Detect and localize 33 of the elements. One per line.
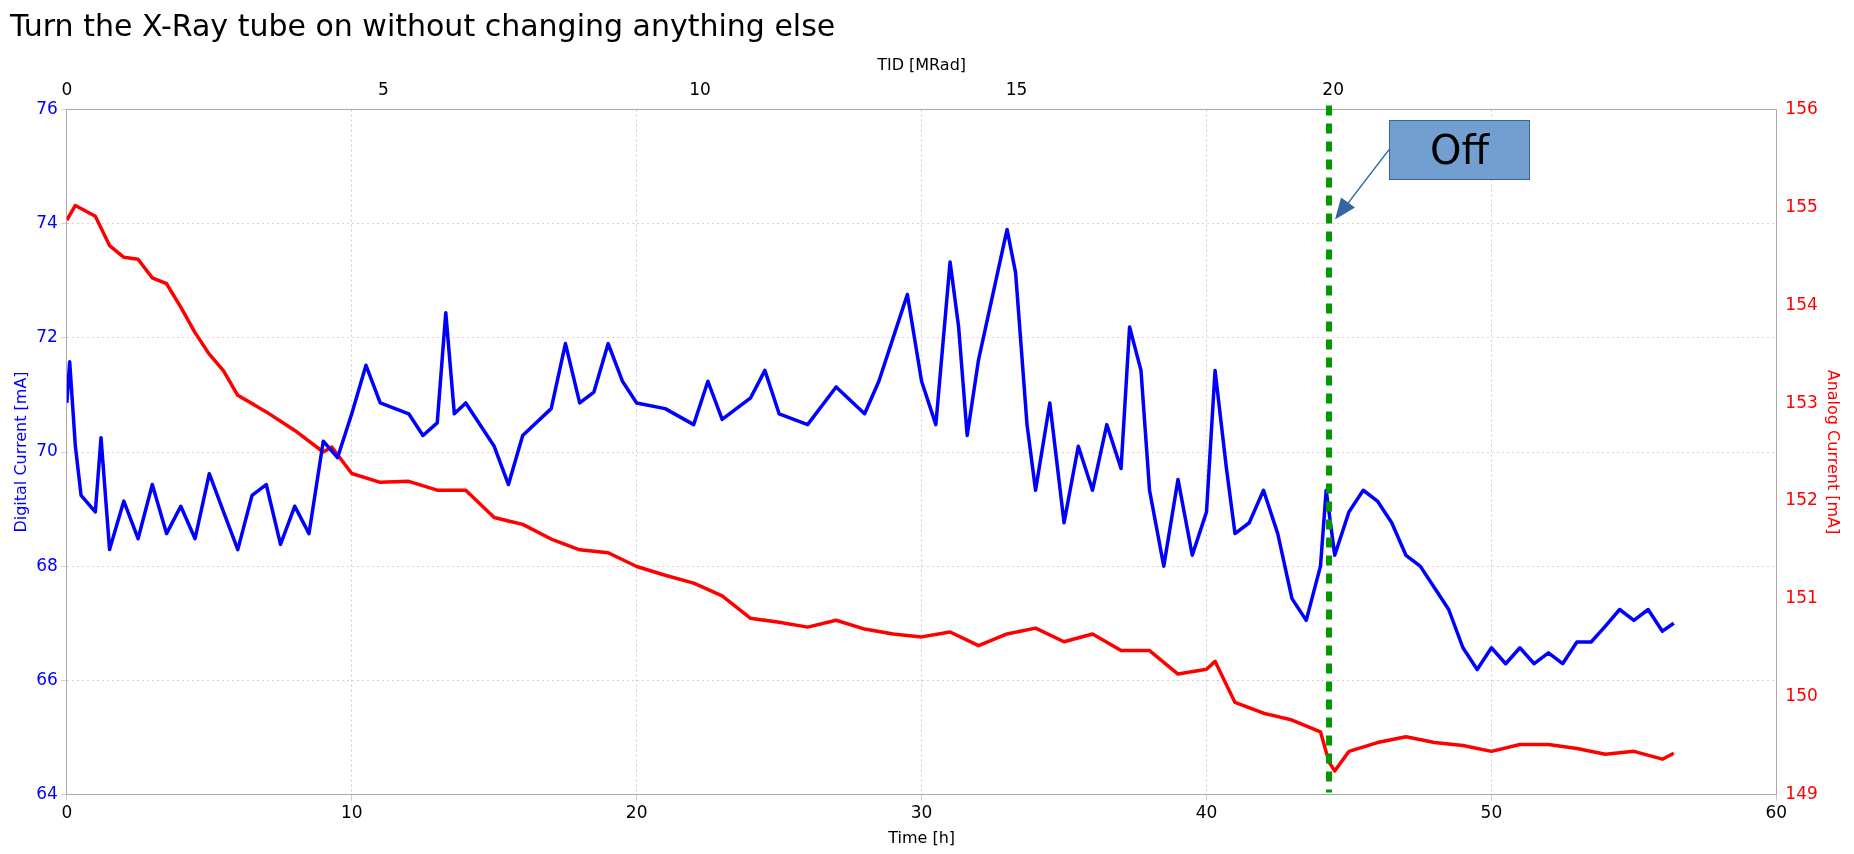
- x-tick-label: 50: [1480, 802, 1503, 823]
- x-tick-label: 30: [910, 802, 933, 823]
- x2-tick-label: 10: [689, 78, 711, 99]
- x-axis-title: Time [h]: [887, 827, 956, 847]
- y-tick-label: 64: [36, 782, 58, 803]
- x2-tick-label: 15: [1005, 78, 1028, 99]
- y-tick-label: 70: [36, 440, 58, 461]
- x2-tick-label: 5: [378, 78, 389, 99]
- x2-tick-label: 0: [61, 78, 73, 99]
- callout-box: Off: [1389, 119, 1531, 180]
- x-tick-label: 10: [340, 802, 363, 823]
- y2-tick-label: 156: [1785, 98, 1818, 119]
- y-tick-label: 68: [36, 554, 58, 575]
- y-tick-label: 66: [36, 668, 58, 689]
- y2-tick-label: 149: [1785, 782, 1818, 803]
- y2-tick-label: 154: [1785, 293, 1818, 314]
- x-tick-label: 20: [625, 802, 648, 823]
- y2-axis-title: Analog Current [mA]: [1824, 369, 1844, 535]
- y2-tick-label: 155: [1785, 195, 1818, 216]
- y2-tick-label: 152: [1785, 489, 1818, 510]
- y2-tick-label: 151: [1785, 587, 1818, 608]
- y-tick-label: 72: [36, 326, 58, 347]
- y2-tick-label: 150: [1785, 684, 1818, 705]
- x2-tick-label: 20: [1322, 78, 1344, 99]
- chart-title: Turn the X-Ray tube on without changing anything else: [9, 7, 836, 43]
- x2-axis-title: TID [MRad]: [876, 54, 967, 74]
- x-tick-label: 40: [1195, 802, 1218, 823]
- y-tick-label: 74: [36, 212, 58, 233]
- y-axis-title: Digital Current [mA]: [10, 371, 30, 533]
- y2-tick-label: 153: [1785, 391, 1818, 412]
- x-tick-label: 0: [61, 802, 73, 823]
- y-tick-label: 76: [36, 98, 58, 119]
- x-tick-label: 60: [1765, 802, 1788, 823]
